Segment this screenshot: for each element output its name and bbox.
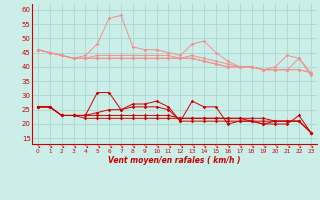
X-axis label: Vent moyen/en rafales ( km/h ): Vent moyen/en rafales ( km/h ) <box>108 156 241 165</box>
